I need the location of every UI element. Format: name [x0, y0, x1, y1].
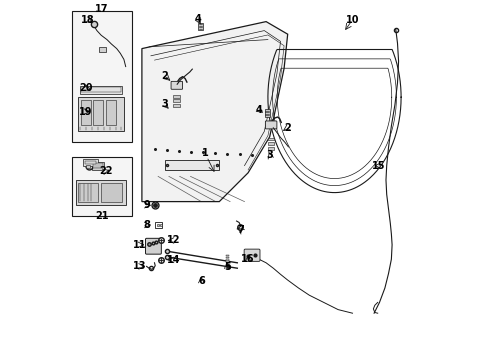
Text: 5: 5 [224, 262, 230, 272]
Bar [225, 264, 229, 265]
Text: 13: 13 [132, 261, 146, 271]
Bar [165, 160, 219, 170]
Bar [91, 162, 104, 170]
Bar [156, 224, 159, 226]
Bar [198, 23, 203, 30]
Bar [84, 161, 96, 164]
Text: 18: 18 [81, 15, 95, 25]
Bar [159, 224, 162, 226]
Text: 20: 20 [79, 83, 93, 93]
Bar [173, 95, 179, 98]
Bar [93, 100, 103, 125]
Bar [173, 104, 179, 107]
Bar [155, 222, 162, 228]
Bar [267, 147, 273, 150]
Text: 10: 10 [345, 15, 359, 25]
Bar [267, 142, 273, 145]
Text: 4: 4 [255, 105, 262, 115]
Bar [264, 109, 269, 117]
Bar [81, 100, 91, 125]
Polygon shape [142, 22, 287, 202]
Bar [81, 87, 121, 92]
Bar [72, 157, 132, 216]
Text: 22: 22 [99, 166, 112, 176]
Bar [173, 99, 179, 102]
Bar [78, 183, 98, 202]
Text: 3: 3 [266, 150, 272, 160]
Bar [78, 97, 124, 131]
Text: 1: 1 [201, 148, 208, 158]
Bar [225, 261, 229, 263]
Text: 2: 2 [284, 123, 290, 133]
Bar [86, 165, 90, 168]
Text: 15: 15 [371, 161, 385, 171]
Text: 3: 3 [161, 99, 167, 109]
Text: 16: 16 [241, 254, 254, 264]
Bar [92, 163, 103, 168]
Bar [267, 138, 273, 140]
Bar [101, 183, 122, 202]
Bar [225, 255, 229, 256]
Bar [76, 180, 126, 205]
Text: 11: 11 [132, 240, 146, 250]
Bar [99, 47, 106, 52]
Bar [72, 11, 132, 142]
Text: 7: 7 [237, 225, 244, 235]
Text: 2: 2 [161, 71, 167, 81]
FancyBboxPatch shape [244, 249, 260, 261]
Text: 19: 19 [79, 107, 93, 117]
Bar [225, 257, 229, 258]
Bar [80, 86, 122, 94]
Text: 14: 14 [167, 255, 181, 265]
FancyBboxPatch shape [145, 238, 161, 254]
Text: 6: 6 [198, 276, 204, 286]
Bar [106, 100, 116, 125]
Text: 17: 17 [95, 4, 108, 14]
Text: 4: 4 [194, 14, 201, 24]
FancyBboxPatch shape [171, 81, 182, 89]
Bar [225, 259, 229, 261]
Text: 8: 8 [143, 220, 150, 230]
Text: 9: 9 [143, 200, 150, 210]
Text: 12: 12 [167, 235, 181, 246]
Bar [83, 159, 98, 166]
FancyBboxPatch shape [265, 121, 276, 129]
Text: 21: 21 [95, 211, 108, 221]
